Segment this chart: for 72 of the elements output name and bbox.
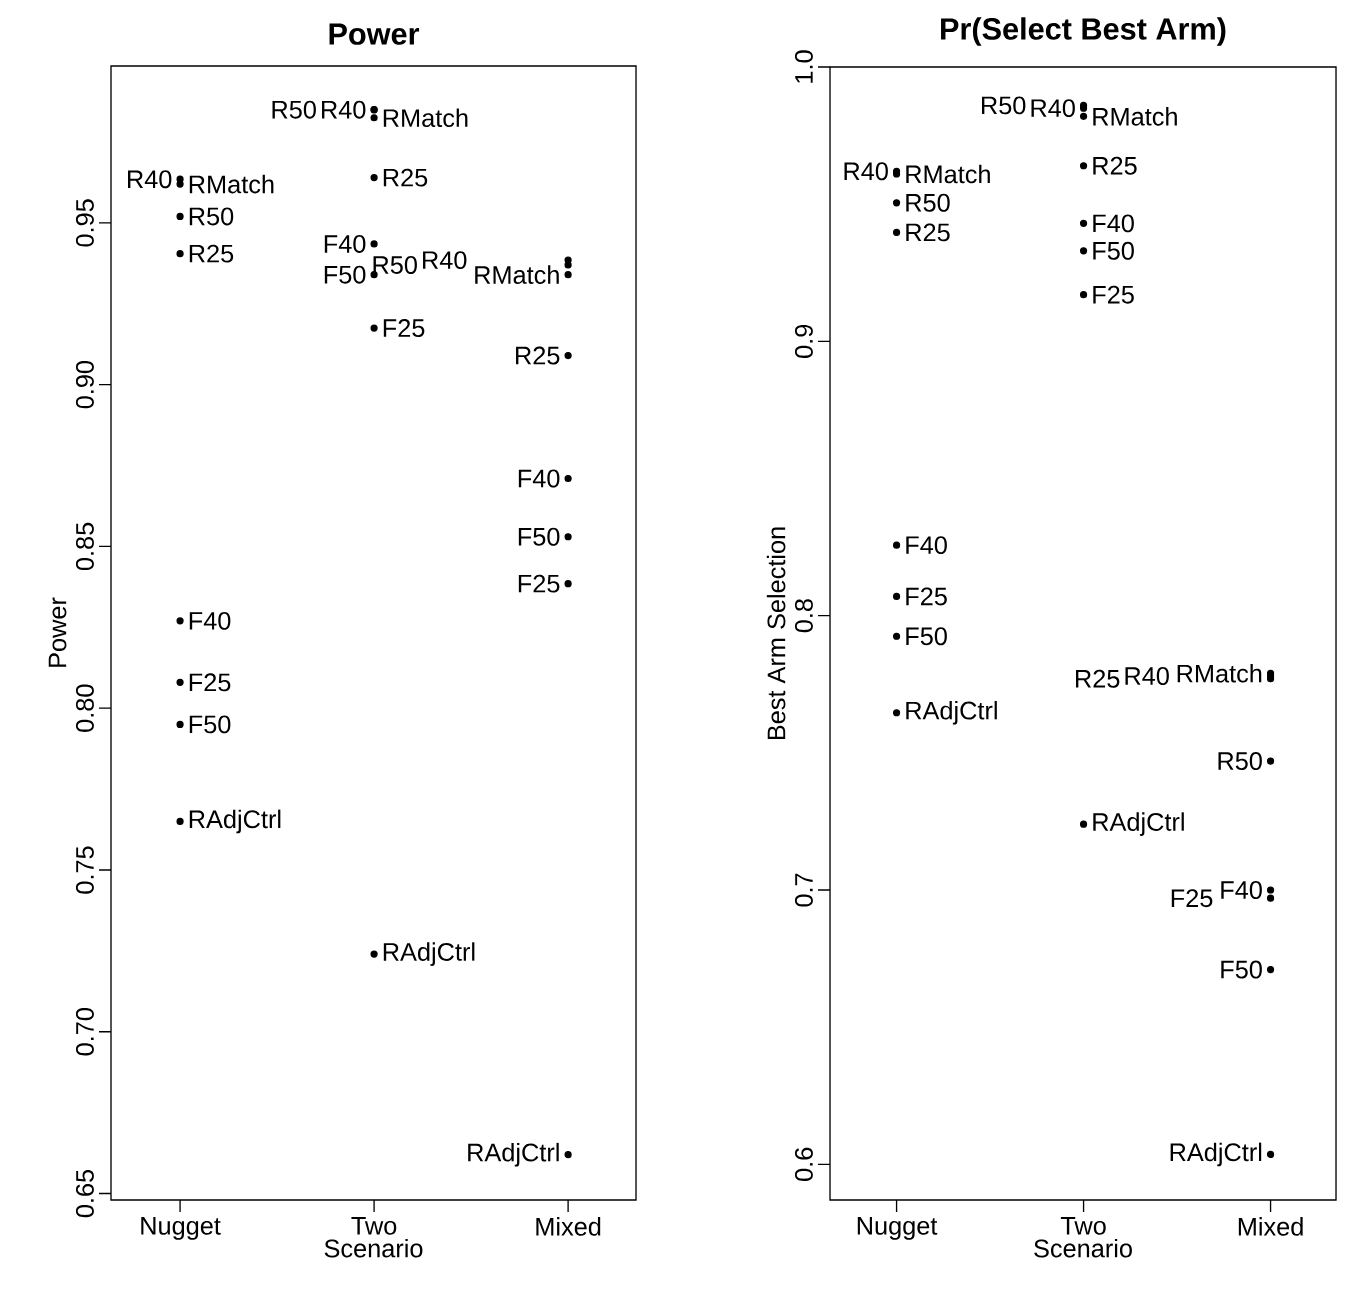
x-tick-label: Two [1060,1217,1106,1235]
x-tick-label: Nugget [141,1217,221,1240]
text: R40 [1031,99,1075,118]
y-tick-label: 0.80 [75,684,94,732]
series-label: R50 [189,207,234,226]
text: F50 [1093,241,1134,260]
y-tick-label: 0.65 [75,1169,94,1218]
text: R50 [981,96,1026,115]
text: F40 [1093,214,1134,233]
y-tick-label: 0.70 [75,1008,94,1056]
text: R25 [383,168,428,187]
text: F25 [1171,889,1213,908]
text: R25 [1093,156,1137,175]
chart-title: Pr(Select Best Arm) [941,17,1226,46]
text: R50 [373,255,417,274]
chart-title: Power [329,23,420,45]
series-label: F25 [906,587,947,606]
series-label: R50 [1218,752,1262,771]
series-label: RMatch [475,265,559,284]
x-axis-title: Scenario [1034,1238,1132,1258]
text: F40 [906,536,947,555]
text: RMatch [906,164,990,184]
y-tick-label: 0.90 [75,361,94,409]
y-tick-label: 0.85 [75,522,94,571]
series-label: R40 [844,162,888,181]
series-label: R25 [906,223,950,242]
y-tick-label: 1.0 [794,50,813,83]
text: R40 [423,251,467,270]
text: F25 [189,673,231,692]
text: R25 [1076,669,1120,688]
text: RMatch [1093,107,1177,126]
text: F50 [906,627,947,646]
x-tick-label: Mixed [1238,1217,1303,1236]
series-label: F40 [1221,881,1262,899]
text: RMatch [189,174,274,194]
text: R40 [1125,667,1169,685]
y-tick-label: 0.75 [75,846,94,894]
y-axis-title: Best Arm Selection [766,527,786,740]
y-tick-label: 0.9 [794,324,813,358]
x-tick-label: Mixed [536,1217,601,1236]
text: R50 [272,100,316,119]
series-label: R40 [128,170,172,189]
y-tick-label: 0.6 [794,1147,813,1181]
text: F25 [383,319,425,338]
text: RAdjCtrl [383,942,475,966]
text: F40 [518,469,560,488]
text: F50 [189,715,231,734]
x-tick-label: Nugget [857,1217,938,1240]
text: F40 [189,611,231,630]
text: RMatch [383,108,468,128]
x-axis-title: Scenario [324,1238,423,1258]
series-label: RMatch [1177,663,1262,683]
text: R50 [906,193,950,212]
series-label: R25 [516,346,560,365]
text: R25 [189,244,234,263]
text: RAdjCtrl [1093,812,1184,836]
series-label: F50 [1221,960,1262,979]
series-label: F50 [518,527,560,546]
y-tick-label: 0.8 [794,599,813,633]
y-tick-label: 0.95 [75,199,94,247]
text: F50 [324,265,366,284]
series-label: F25 [518,574,560,593]
series-label: RAdjCtrl [468,1142,559,1167]
text: RAdjCtrl [189,809,281,834]
series-label: F40 [324,234,366,253]
text: F25 [1093,285,1134,304]
text: RAdjCtrl [906,700,997,725]
y-axis-title: Power [48,597,67,667]
y-tick-label: 0.7 [794,873,813,907]
x-tick-label: Two [351,1217,397,1235]
series-label: RAdjCtrl [1170,1142,1262,1167]
text: R40 [322,100,366,119]
